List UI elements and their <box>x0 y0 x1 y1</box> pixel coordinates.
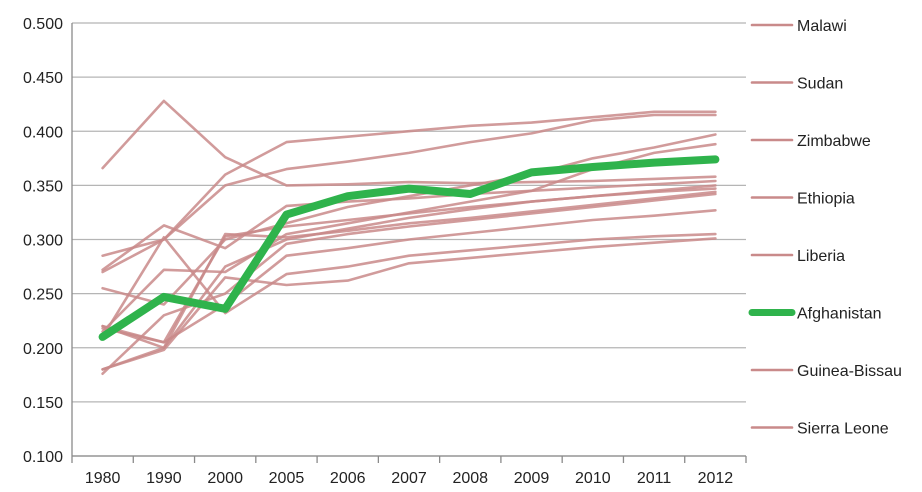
series-line-5 <box>101 133 717 306</box>
x-tick-label: 2006 <box>330 470 366 487</box>
series-line-10 <box>101 190 717 350</box>
y-axis: 0.100 0.150 0.200 0.250 0.300 0.350 0.400 0.450… <box>23 16 73 466</box>
y-tick-label: 0.500 <box>23 16 63 33</box>
legend-label: Ethiopia <box>797 191 855 208</box>
x-tick-label: 2012 <box>698 470 734 487</box>
series-lines <box>98 99 720 376</box>
x-tick-label: 2007 <box>391 470 427 487</box>
series-line-highlight <box>98 155 720 341</box>
y-tick-label: 0.150 <box>23 395 63 412</box>
legend-label: Sudan <box>797 76 843 93</box>
y-tick-label: 0.400 <box>23 124 63 141</box>
legend-label: Afghanistan <box>797 306 882 323</box>
legend-label: Guinea-Bissau <box>797 363 902 380</box>
legend-label: Sierra Leone <box>797 421 889 438</box>
series-line-12 <box>101 232 717 339</box>
y-tick-label: 0.450 <box>23 70 63 87</box>
y-tick-label: 0.100 <box>23 449 63 466</box>
series-line-3 <box>101 113 717 274</box>
y-tick-label: 0.350 <box>23 178 63 195</box>
legend-label: Zimbabwe <box>797 133 871 150</box>
y-tick-label: 0.300 <box>23 233 63 250</box>
legend-label: Liberia <box>797 248 845 265</box>
series-line-2 <box>101 110 717 257</box>
x-tick-label: 2008 <box>452 470 488 487</box>
y-tick-label: 0.200 <box>23 341 63 358</box>
x-tick-label: 2005 <box>269 470 305 487</box>
x-tick-label: 2010 <box>575 470 611 487</box>
x-tick-label: 2000 <box>207 470 243 487</box>
legend: Malawi Sudan Zimbabwe Ethiopia Liberia Afghan… <box>748 18 902 438</box>
x-tick-label: 2011 <box>637 470 672 487</box>
series-line-4 <box>101 179 717 272</box>
x-tick-label: 1980 <box>85 470 121 487</box>
x-tick-label: 1990 <box>146 470 182 487</box>
series-line-11 <box>101 209 717 344</box>
series-line-8 <box>101 184 717 371</box>
x-axis: 1980 1990 2000 2005 2006 2007 2008 2009 2010 2011… <box>71 455 747 487</box>
y-tick-label: 0.250 <box>23 287 63 304</box>
series-line-1 <box>101 99 717 187</box>
x-tick-label: 2009 <box>514 470 550 487</box>
legend-label: Malawi <box>797 18 847 35</box>
